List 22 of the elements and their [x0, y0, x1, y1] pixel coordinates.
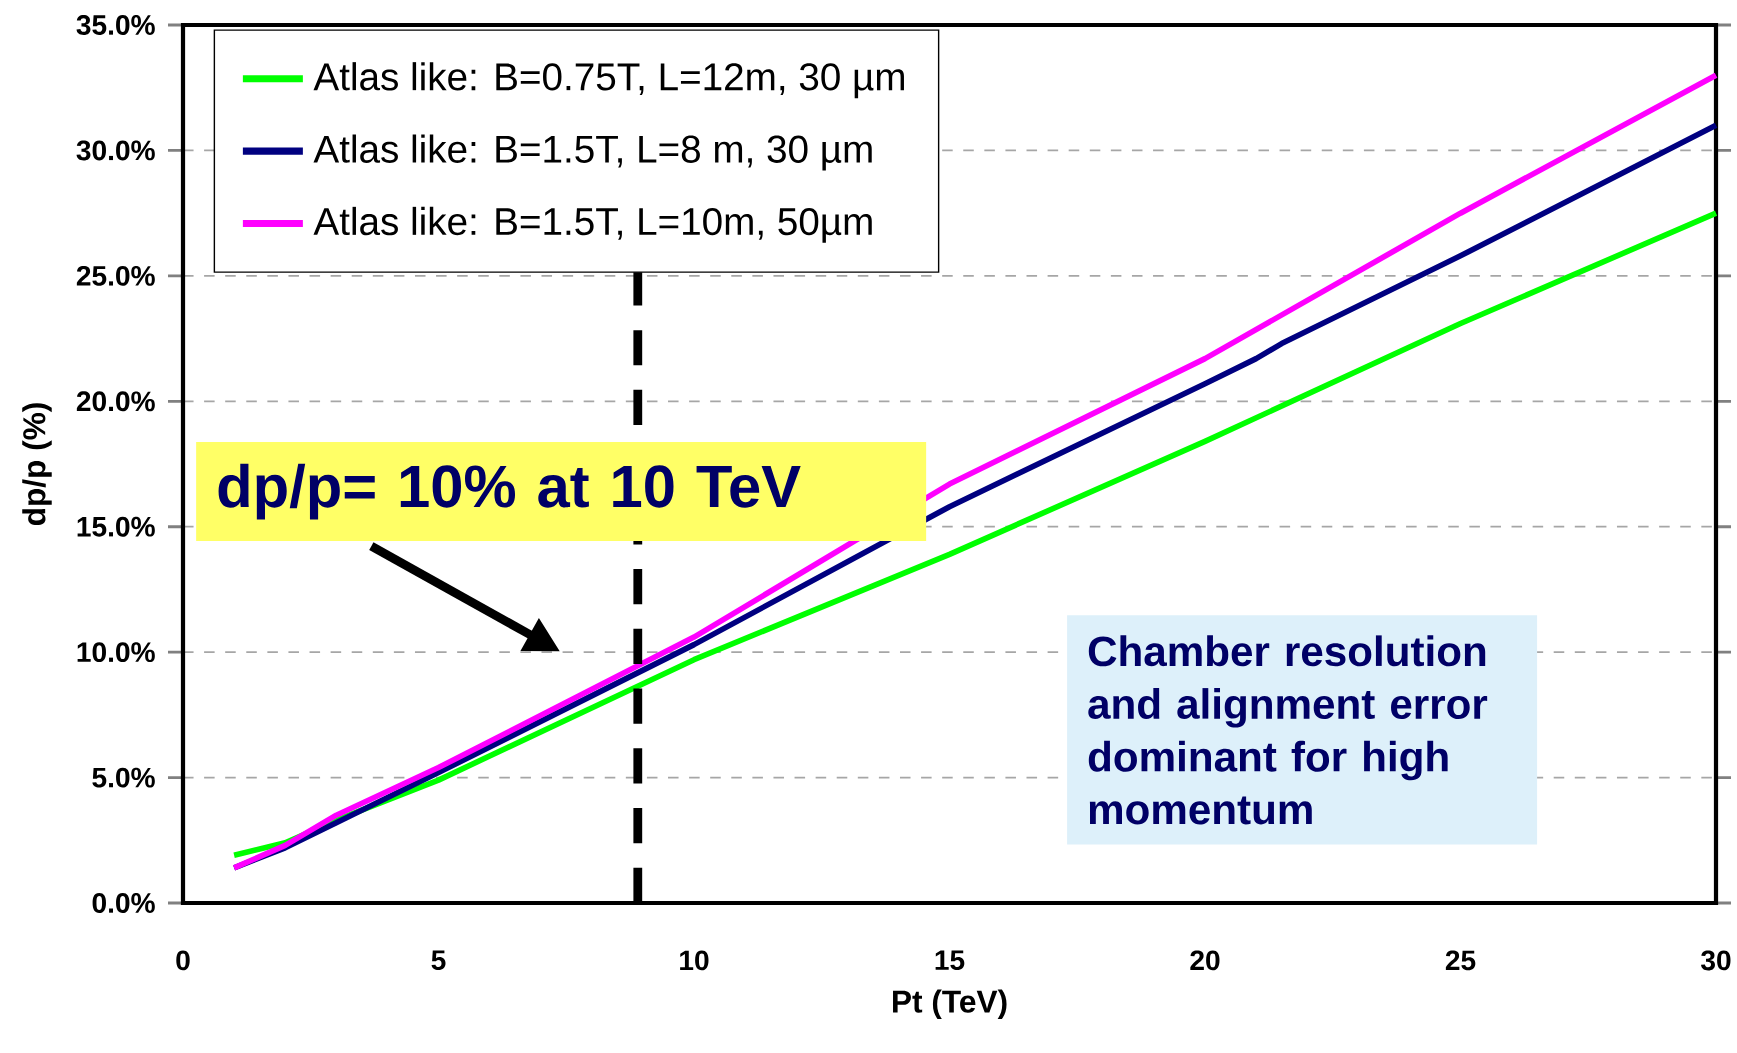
y-tick-label: 30.0%: [76, 140, 155, 161]
y-tick-label: 10.0%: [77, 642, 155, 663]
y-tick-label: 5.0%: [92, 767, 155, 788]
y-tick-label: 15.0%: [77, 516, 155, 537]
x-tick-label: 0: [176, 950, 190, 971]
y-tick-label: 35.0%: [76, 15, 155, 35]
x-tick-label: 15: [935, 950, 965, 971]
x-tick-label: 30: [1701, 950, 1731, 971]
annotation: dp/p= 10% at 10 TeV: [218, 463, 801, 520]
legend-label: Atlas like: B=1.5T, L=8 m, 30 µm: [313, 134, 872, 171]
x-tick-label: 5: [431, 950, 446, 971]
y-tick-label: 25.0%: [76, 265, 155, 286]
y-axis-title: dp/p (%): [22, 403, 52, 526]
legend-label: Atlas like: B=0.75T, L=12m, 30 µm: [313, 62, 904, 99]
x-tick-label: 20: [1190, 950, 1220, 971]
x-axis-title: Pt (TeV): [893, 989, 1007, 1019]
x-tick-label: 25: [1445, 950, 1476, 971]
y-tick-label: 0.0%: [92, 893, 155, 913]
x-tick-label: 10: [680, 950, 709, 971]
y-tick-label: 20.0%: [76, 391, 155, 412]
legend-label: Atlas like: B=1.5T, L=10m, 50µm: [313, 206, 872, 243]
annotation: Chamber resolution and alignment error dominant for high momentum: [1088, 635, 1488, 825]
